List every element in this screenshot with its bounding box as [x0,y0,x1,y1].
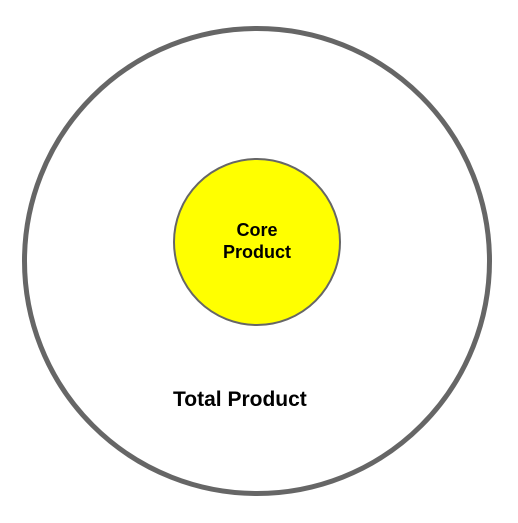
inner-circle-core-product: Core Product [173,158,341,326]
outer-circle-label: Total Product [173,388,307,412]
inner-circle-label: Core Product [223,220,291,263]
